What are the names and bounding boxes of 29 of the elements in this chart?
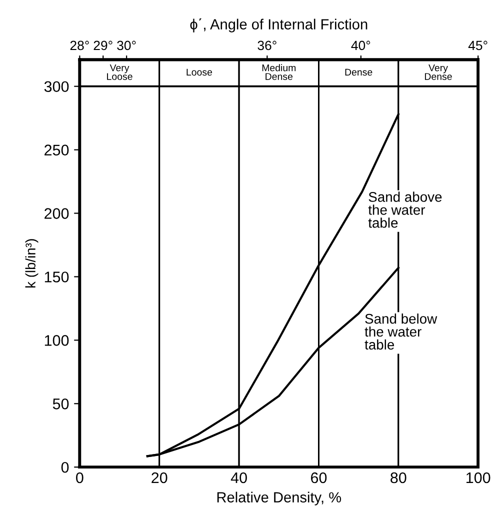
y-tick-label: 50 (52, 398, 69, 410)
x2-tick-label: 30° (117, 40, 136, 50)
y-tick-label: 200 (44, 208, 69, 219)
band-label: Dense (345, 68, 372, 76)
x2-axis-title: ϕ΄, Angle of Internal Friction (190, 18, 368, 32)
x-tick-label: 60 (311, 472, 327, 484)
band-label: Medium Dense (262, 64, 296, 80)
x-tick-label: 80 (390, 472, 406, 484)
y-tick-label: 300 (44, 81, 69, 92)
y-tick-label: 250 (44, 144, 69, 156)
y-tick-label: 100 (44, 335, 69, 346)
x-tick-label: 100 (466, 472, 490, 484)
series-label: Sand above the water table (368, 192, 442, 228)
x-tick-label: 0 (76, 472, 84, 484)
series-label: Sand below the water table (364, 314, 438, 350)
y-tick-label: 150 (44, 272, 69, 282)
band-label: Loose (186, 68, 212, 76)
x2-tick-label: 29° (94, 40, 112, 50)
x2-tick-label: 36° (258, 40, 276, 50)
x2-tick-label: 28° (70, 40, 89, 50)
y-axis-title: k (lb/in³) (25, 239, 38, 288)
x2-tick-label: 45° (468, 40, 488, 50)
y-tick-label: 0 (61, 462, 69, 473)
x-tick-label: 40 (230, 472, 247, 484)
x2-tick-label: 40° (351, 40, 370, 50)
x-axis-title: Relative Density, % (217, 492, 342, 506)
band-label: Very Loose (107, 64, 132, 80)
x-tick-label: 20 (152, 472, 168, 484)
band-label: Very Dense (424, 64, 452, 80)
